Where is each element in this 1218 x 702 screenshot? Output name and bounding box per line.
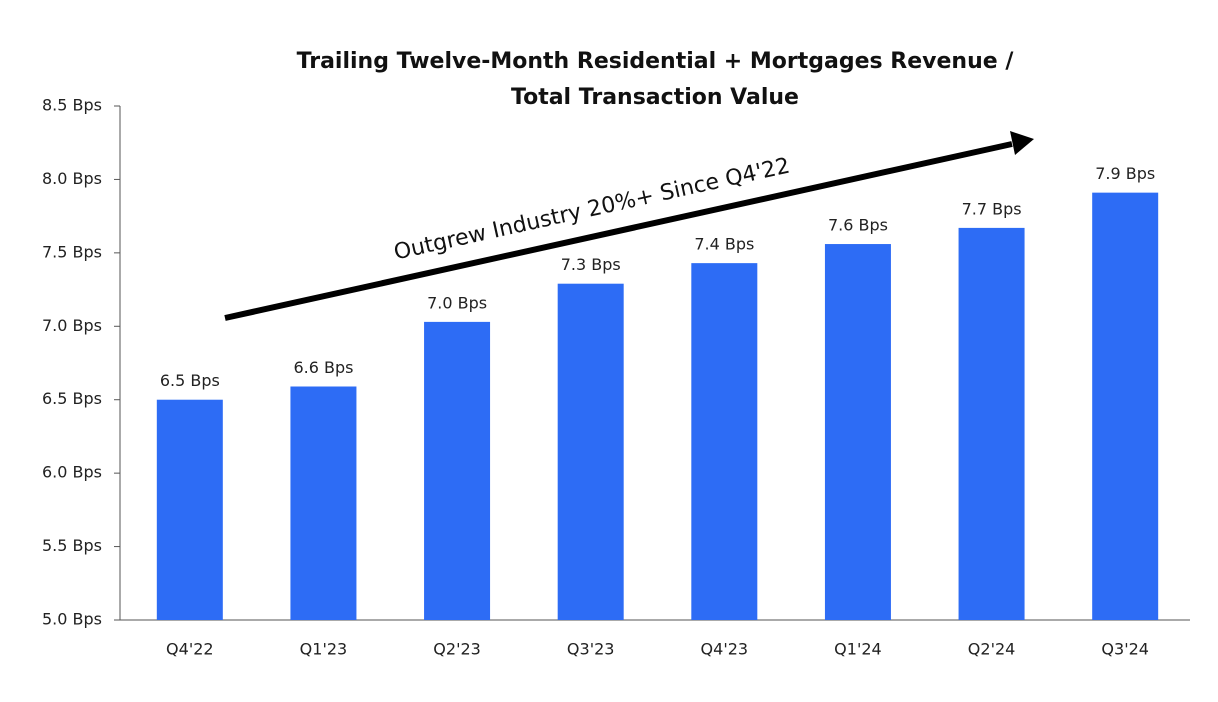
- y-tick-label: 8.0 Bps: [42, 169, 102, 188]
- x-tick-label: Q1'24: [834, 640, 882, 659]
- x-tick-label: Q4'22: [166, 640, 214, 659]
- x-tick-label: Q2'23: [433, 640, 481, 659]
- bar: [156, 399, 223, 620]
- y-tick-label: 5.0 Bps: [42, 610, 102, 629]
- chart-title: Trailing Twelve-Month Residential + Mort…: [297, 49, 1015, 74]
- value-label: 7.6 Bps: [828, 216, 888, 235]
- x-tick-label: Q4'23: [701, 640, 749, 659]
- chart-title: Total Transaction Value: [511, 85, 799, 110]
- bar: [958, 227, 1025, 621]
- y-tick-label: 7.5 Bps: [42, 242, 102, 261]
- bar: [824, 244, 891, 620]
- y-tick-label: 5.5 Bps: [42, 536, 102, 555]
- x-tick-label: Q3'23: [567, 640, 615, 659]
- x-tick-label: Q3'24: [1101, 640, 1149, 659]
- value-label: 7.7 Bps: [962, 199, 1022, 218]
- y-tick-label: 7.0 Bps: [42, 316, 102, 335]
- bar: [290, 386, 357, 620]
- y-tick-label: 6.5 Bps: [42, 389, 102, 408]
- bar: [1092, 192, 1159, 620]
- bar: [691, 263, 758, 620]
- value-label: 7.3 Bps: [561, 255, 621, 274]
- value-label: 7.9 Bps: [1095, 164, 1155, 183]
- arrow-head: [1010, 131, 1034, 155]
- value-label: 6.5 Bps: [160, 371, 220, 390]
- bar: [557, 283, 624, 620]
- x-tick-label: Q2'24: [968, 640, 1016, 659]
- bar: [424, 321, 491, 620]
- value-label: 7.4 Bps: [694, 235, 754, 254]
- y-tick-label: 6.0 Bps: [42, 463, 102, 482]
- value-label: 6.6 Bps: [293, 358, 353, 377]
- value-label: 7.0 Bps: [427, 293, 487, 312]
- y-tick-label: 8.5 Bps: [42, 96, 102, 115]
- trend-arrow: [224, 141, 1013, 321]
- x-tick-label: Q1'23: [300, 640, 348, 659]
